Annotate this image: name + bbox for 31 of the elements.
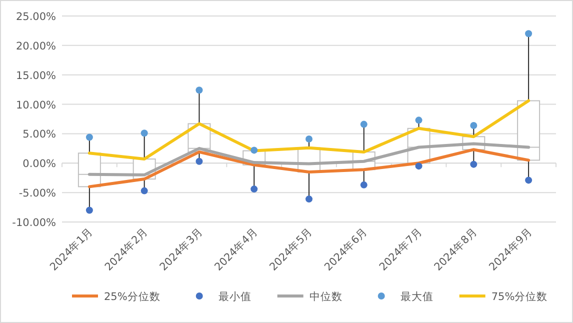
point bbox=[196, 86, 203, 94]
point bbox=[525, 176, 532, 184]
point bbox=[86, 134, 93, 141]
legend-label: 中位数 bbox=[309, 290, 342, 303]
point bbox=[415, 162, 422, 170]
point bbox=[360, 181, 368, 188]
legend-label: 25%分位数 bbox=[104, 291, 160, 303]
point bbox=[196, 158, 203, 165]
point bbox=[140, 187, 148, 194]
point bbox=[86, 206, 93, 214]
point bbox=[360, 120, 368, 128]
point bbox=[470, 122, 478, 129]
y-tick-label: 0.00% bbox=[22, 158, 56, 170]
y-tick-label: 25.00% bbox=[16, 11, 56, 23]
y-tick-label: 15.00% bbox=[16, 70, 56, 82]
point bbox=[306, 196, 312, 203]
y-tick-label: 10.00% bbox=[16, 99, 56, 112]
legend-label: 75%分位数 bbox=[491, 291, 548, 303]
legend-label: 最大值 bbox=[400, 290, 434, 303]
point bbox=[250, 146, 258, 154]
point bbox=[140, 130, 148, 137]
point bbox=[306, 136, 312, 143]
legend-label: 最小值 bbox=[218, 290, 252, 303]
y-tick-label: -5.00% bbox=[18, 188, 56, 200]
y-tick-label: -10.00% bbox=[12, 217, 56, 229]
point bbox=[250, 186, 258, 193]
y-tick-label: 5.00% bbox=[22, 128, 56, 141]
y-tick-label: 20.00% bbox=[16, 40, 56, 52]
point bbox=[415, 116, 422, 124]
point bbox=[470, 160, 478, 168]
point bbox=[525, 30, 532, 38]
